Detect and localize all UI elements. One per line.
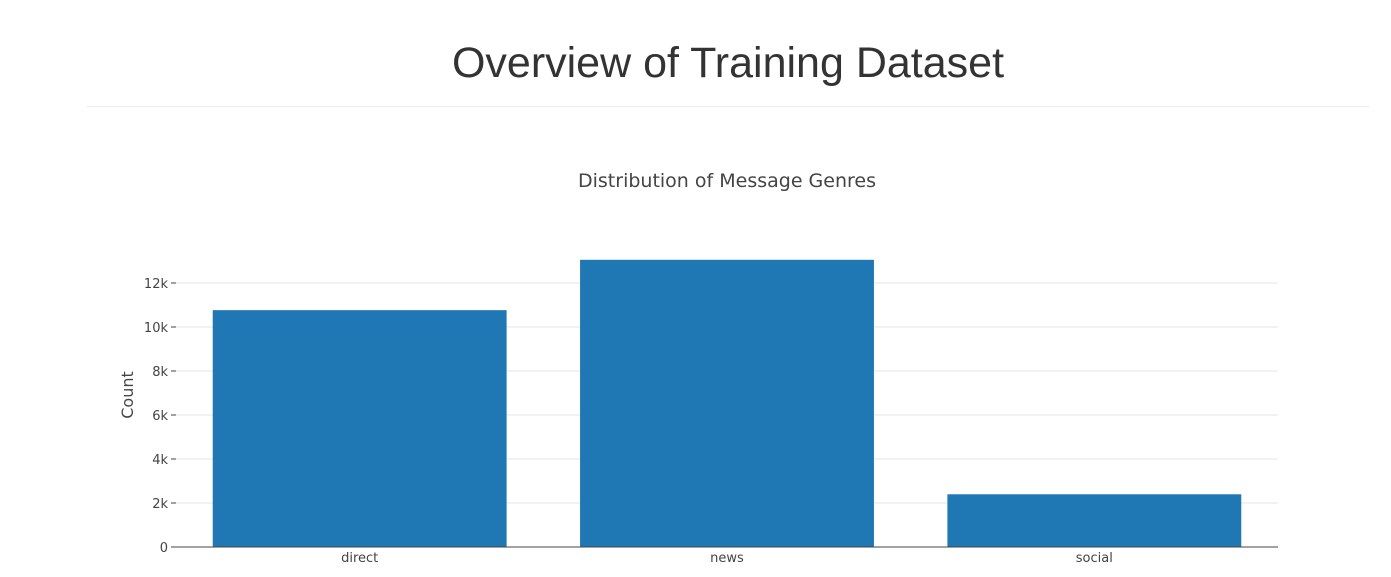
y-axis-title: Count: [118, 371, 137, 419]
y-tick-label: 8k: [152, 365, 168, 380]
bars: [212, 259, 1242, 547]
y-tick-label: 12k: [144, 277, 169, 292]
y-tick-label: 4k: [152, 453, 168, 468]
y-tick-label: 6k: [152, 409, 168, 424]
x-axis-ticks: direct news social: [341, 551, 1113, 566]
bar-news[interactable]: [580, 259, 874, 547]
page-title: Overview of Training Dataset: [451, 39, 1005, 87]
x-tick-label: social: [1076, 551, 1113, 566]
chart-container: Distribution of Message Genres 0 2k 4k 6k 8k…: [0, 108, 1391, 577]
y-tick-label: 0: [160, 541, 168, 556]
chart-title: Distribution of Message Genres: [578, 170, 876, 192]
x-tick-label: direct: [341, 551, 378, 566]
y-tick-label: 2k: [152, 497, 168, 512]
y-axis-ticks: 0 2k 4k 6k 8k 10k 12k: [144, 277, 176, 556]
bar-social[interactable]: [947, 494, 1242, 547]
page-header: Overview of Training Dataset: [87, 0, 1369, 107]
bar-direct[interactable]: [212, 310, 507, 547]
genre-bar-chart: Distribution of Message Genres 0 2k 4k 6k 8k…: [118, 170, 1278, 566]
y-tick-label: 10k: [144, 321, 169, 336]
x-tick-label: news: [710, 551, 744, 566]
